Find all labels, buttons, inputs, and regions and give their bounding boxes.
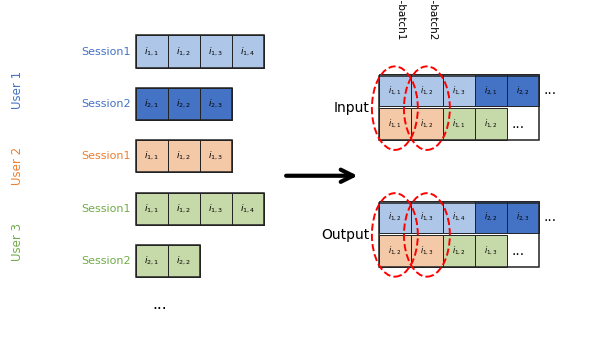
Bar — [200, 35, 232, 68]
Text: ...: ... — [511, 117, 525, 131]
Text: Session1: Session1 — [81, 151, 131, 161]
Bar — [200, 88, 232, 120]
Bar — [411, 201, 443, 233]
Text: Output: Output — [322, 228, 370, 242]
Text: $i_{{2,2}}$: $i_{{2,2}}$ — [176, 98, 191, 110]
Bar — [136, 140, 168, 172]
Bar — [168, 35, 200, 68]
Text: $i_{{1,3}}$: $i_{{1,3}}$ — [208, 202, 223, 215]
Text: Input: Input — [334, 101, 370, 115]
Text: $i_{{2,2}}$: $i_{{2,2}}$ — [176, 255, 191, 267]
Text: $i_{{2,3}}$: $i_{{2,3}}$ — [516, 211, 530, 223]
Text: Session1: Session1 — [81, 47, 131, 56]
Text: $i_{{1,1}}$: $i_{{1,1}}$ — [388, 84, 402, 97]
Bar — [232, 35, 264, 68]
Text: ...: ... — [153, 297, 168, 312]
Bar — [136, 35, 264, 68]
Bar — [475, 74, 507, 106]
Bar — [379, 76, 539, 140]
Text: $i_{{1,1}}$: $i_{{1,1}}$ — [144, 202, 159, 215]
Text: $i_{{1,2}}$: $i_{{1,2}}$ — [484, 118, 498, 130]
Bar — [443, 108, 475, 140]
Bar — [475, 201, 507, 233]
Bar — [136, 193, 264, 225]
Text: User 1: User 1 — [10, 71, 24, 108]
Text: ...: ... — [543, 210, 557, 224]
Text: $i_{{1,2}}$: $i_{{1,2}}$ — [420, 118, 434, 130]
Bar — [136, 193, 168, 225]
Bar — [507, 74, 539, 106]
Text: $i_{{1,3}}$: $i_{{1,3}}$ — [484, 245, 498, 257]
Text: $i_{{1,2}}$: $i_{{1,2}}$ — [388, 245, 402, 257]
Text: Session1: Session1 — [81, 204, 131, 214]
Bar — [200, 140, 232, 172]
Bar — [443, 74, 475, 106]
Text: $i_{{1,2}}$: $i_{{1,2}}$ — [420, 84, 434, 97]
Text: $i_{{1,2}}$: $i_{{1,2}}$ — [176, 150, 191, 163]
Text: $i_{{2,2}}$: $i_{{2,2}}$ — [484, 211, 498, 223]
Text: $i_{{1,2}}$: $i_{{1,2}}$ — [176, 45, 191, 58]
Text: $i_{{1,4}}$: $i_{{1,4}}$ — [452, 211, 466, 223]
Bar — [136, 88, 232, 120]
Text: $i_{{1,1}}$: $i_{{1,1}}$ — [388, 118, 402, 130]
Bar — [136, 245, 200, 277]
Bar — [443, 201, 475, 233]
Text: $i_{{1,2}}$: $i_{{1,2}}$ — [452, 245, 466, 257]
Text: ...: ... — [543, 83, 557, 97]
Text: $i_{{1,1}}$: $i_{{1,1}}$ — [452, 118, 466, 130]
Bar — [200, 193, 232, 225]
Bar — [411, 235, 443, 267]
Bar — [136, 35, 168, 68]
Bar — [411, 74, 443, 106]
Text: $i_{{1,3}}$: $i_{{1,3}}$ — [420, 211, 434, 223]
Bar — [168, 245, 200, 277]
Text: $i_{{1,3}}$: $i_{{1,3}}$ — [420, 245, 434, 257]
Bar — [379, 201, 411, 233]
Bar — [411, 108, 443, 140]
Bar — [136, 140, 232, 172]
Bar — [136, 245, 168, 277]
Text: Session2: Session2 — [81, 99, 131, 109]
Text: $i_{{1,4}}$: $i_{{1,4}}$ — [240, 202, 255, 215]
Bar — [232, 193, 264, 225]
Bar — [507, 201, 539, 233]
Text: $i_{{2,2}}$: $i_{{2,2}}$ — [516, 84, 530, 97]
Bar — [168, 140, 200, 172]
Text: $i_{{1,3}}$: $i_{{1,3}}$ — [208, 150, 223, 163]
Text: Mini-batch1: Mini-batch1 — [395, 0, 405, 41]
Text: Session2: Session2 — [81, 256, 131, 266]
Bar — [379, 203, 539, 267]
Bar — [379, 108, 411, 140]
Text: User 2: User 2 — [10, 147, 24, 185]
Text: $i_{{2,1}}$: $i_{{2,1}}$ — [144, 98, 159, 110]
Text: $i_{{2,1}}$: $i_{{2,1}}$ — [144, 255, 159, 267]
Bar — [379, 74, 411, 106]
Text: $i_{{1,1}}$: $i_{{1,1}}$ — [144, 45, 159, 58]
Text: $i_{{1,3}}$: $i_{{1,3}}$ — [452, 84, 466, 97]
Bar — [168, 193, 200, 225]
Bar — [379, 235, 411, 267]
Bar — [168, 88, 200, 120]
Text: $i_{{2,1}}$: $i_{{2,1}}$ — [484, 84, 498, 97]
Text: $i_{{1,4}}$: $i_{{1,4}}$ — [240, 45, 255, 58]
Text: Mini-batch2: Mini-batch2 — [427, 0, 437, 41]
Text: User 3: User 3 — [10, 223, 24, 261]
Text: $i_{{1,3}}$: $i_{{1,3}}$ — [208, 45, 223, 58]
Text: $i_{{1,2}}$: $i_{{1,2}}$ — [176, 202, 191, 215]
Text: $i_{{1,2}}$: $i_{{1,2}}$ — [388, 211, 402, 223]
Bar — [475, 235, 507, 267]
Text: $i_{{1,1}}$: $i_{{1,1}}$ — [144, 150, 159, 163]
Bar — [136, 88, 168, 120]
Bar — [443, 235, 475, 267]
Bar — [475, 108, 507, 140]
Text: ...: ... — [511, 244, 525, 258]
Text: $i_{{2,3}}$: $i_{{2,3}}$ — [208, 98, 223, 110]
